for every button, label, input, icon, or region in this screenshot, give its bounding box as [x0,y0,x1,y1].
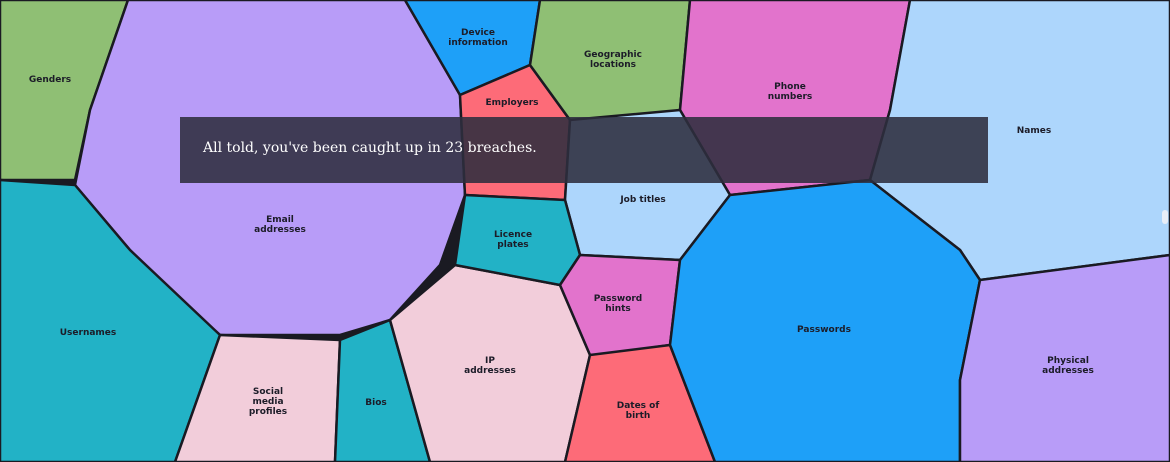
region-bios[interactable] [333,318,432,462]
region-physical[interactable] [958,253,1170,462]
scroll-handle[interactable] [1162,210,1168,224]
breach-summary-banner: All told, you've been caught up in 23 br… [180,117,988,183]
breach-summary-text: All told, you've been caught up in 23 br… [203,140,537,156]
region-social[interactable] [173,333,342,462]
region-dob[interactable] [563,343,717,462]
